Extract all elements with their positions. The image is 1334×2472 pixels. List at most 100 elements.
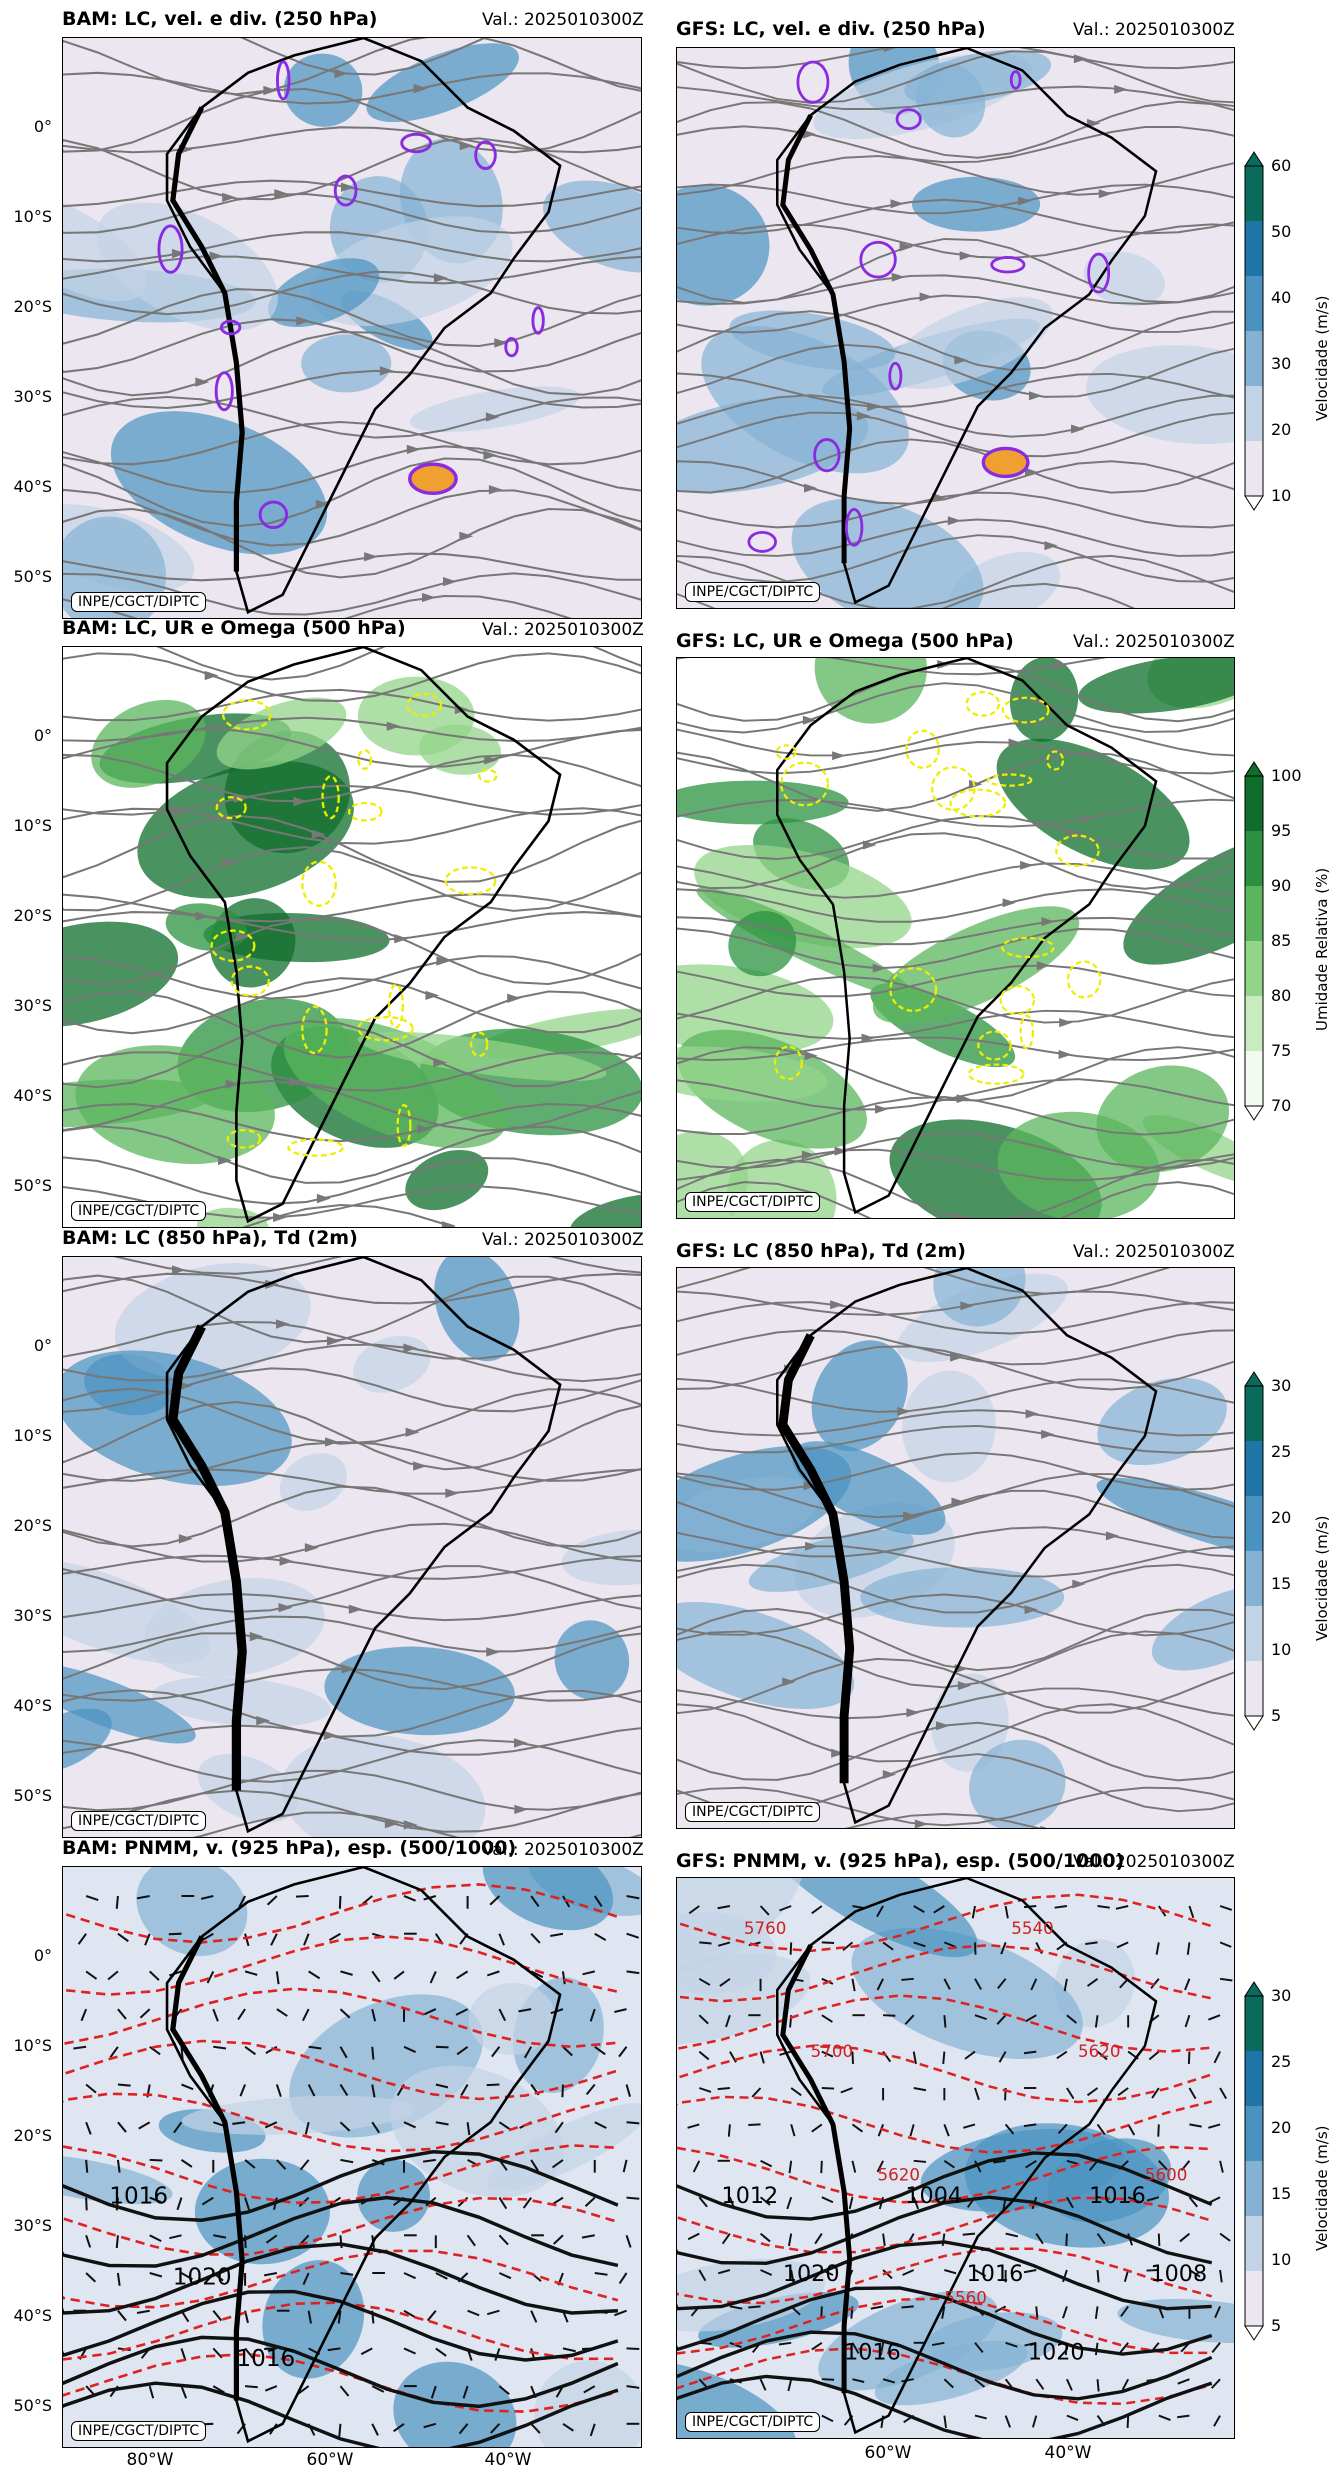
colorbar-tick-label: 25 [1271, 2052, 1292, 2071]
thickness-contour [63, 1987, 618, 2049]
streamline-arrow [459, 141, 474, 151]
wind-barb [1035, 2306, 1039, 2319]
thickness-contour [677, 2247, 1213, 2305]
wind-barb [1219, 2232, 1231, 2242]
field-shading [1123, 829, 1234, 965]
wind-barb [699, 1941, 712, 1945]
wind-barb [85, 2197, 88, 2211]
streamline-arrow [421, 592, 436, 603]
map-canvas [63, 38, 641, 618]
wind-barb [295, 1894, 309, 1898]
colorbar-tick-label: 70 [1271, 1096, 1292, 1115]
wind-barb [1157, 2233, 1161, 2246]
wind-barb [180, 2159, 193, 2168]
streamline-arrow [899, 242, 913, 252]
wind-barb [1035, 2378, 1045, 2390]
isobar-label: 1008 [1150, 2261, 1207, 2287]
thickness-contour [63, 2352, 619, 2413]
streamline-arrow [1059, 1018, 1073, 1028]
field-shading [791, 1441, 946, 1535]
wind-barb [460, 2083, 469, 2097]
wind-barb [1121, 2378, 1130, 2391]
wind-barb [393, 1970, 405, 1980]
isobar-contour [63, 2150, 619, 2222]
wind-barb [107, 1970, 119, 1981]
wind-barb [435, 2272, 448, 2280]
divergence-contour [333, 174, 358, 207]
omega-contour [780, 761, 830, 807]
wind-barb [371, 2046, 375, 2060]
wind-barb [974, 2087, 980, 2101]
valid-time-bam-500: Val.: 2025010300Z [482, 620, 644, 640]
streamline-arrow [334, 68, 349, 79]
wind-barb [301, 2008, 310, 2022]
wind-barb [821, 2196, 834, 2204]
omega-contour [1019, 1014, 1035, 1050]
wind-barb [554, 2121, 564, 2134]
wind-barb [85, 2083, 97, 2094]
wind-barb [458, 2423, 469, 2435]
wind-barb [308, 2045, 322, 2050]
wind-barb [117, 1932, 129, 1943]
wind-barb [422, 2158, 436, 2163]
wind-barb [821, 2087, 835, 2090]
colorbar-tick-label: 10 [1271, 2250, 1292, 2269]
wind-barb [530, 1970, 544, 1979]
field-shading [860, 1567, 1065, 1628]
streamline [677, 721, 1234, 757]
wind-barb [339, 2008, 351, 2019]
streamline [677, 310, 1234, 371]
longitude-tick-label: 60°W [864, 2443, 912, 2463]
streamline [63, 457, 641, 528]
latitude-tick-label: 50°S [13, 1786, 52, 1805]
wind-barb [913, 2159, 927, 2163]
wind-barb [779, 1905, 792, 1912]
wind-barb [522, 2197, 533, 2209]
field-shading [791, 498, 984, 608]
wind-barb [486, 2309, 500, 2316]
streamline [63, 396, 641, 439]
coastline [776, 1268, 1158, 1825]
wind-barb [339, 2235, 343, 2249]
valid-time-gfs-850: Val.: 2025010300Z [1073, 1242, 1235, 1262]
wind-barb [870, 2305, 884, 2310]
wind-barb [583, 2385, 596, 2394]
wind-barb [498, 2121, 511, 2131]
wind-barb [403, 2347, 416, 2355]
wind-barb [851, 1978, 856, 1992]
streamline [677, 155, 1234, 196]
wind-barb [1066, 2378, 1073, 2391]
streamline-arrow [1098, 189, 1113, 199]
wind-barb [790, 2124, 796, 2137]
wind-barb [759, 1905, 770, 1916]
wind-barb [759, 2051, 765, 2064]
isobar-contour [677, 2240, 1212, 2311]
wind-barb [626, 2196, 640, 2200]
wind-barb [212, 2385, 225, 2394]
latitude-tick-label: 50°S [13, 1176, 52, 1195]
wind-barb [561, 1971, 566, 1985]
isobar-contour [63, 2335, 619, 2409]
streamline [63, 1769, 641, 1812]
wind-barb [901, 2305, 914, 2309]
omega-contour [986, 773, 1033, 787]
wind-barb [85, 2121, 92, 2135]
wind-barb [1062, 2306, 1068, 2319]
wind-barb [265, 2234, 278, 2244]
streamline [677, 927, 1234, 970]
streamline-arrow [459, 531, 474, 541]
wind-barb [213, 2045, 227, 2050]
streamline [63, 507, 641, 579]
wind-barb [1004, 2123, 1015, 2135]
wind-barb [1126, 2415, 1130, 2428]
wind-barb [212, 2310, 223, 2322]
wind-barb [821, 1941, 835, 1944]
wind-barb [996, 2014, 1007, 2025]
wind-barb [466, 2234, 476, 2247]
wind-barb [851, 2123, 864, 2133]
streamline [677, 1424, 1234, 1454]
colorbar-segment [1245, 166, 1263, 221]
colorbar-tick-label: 20 [1271, 1508, 1292, 1527]
streamline [63, 784, 641, 816]
streamline [677, 100, 1234, 159]
